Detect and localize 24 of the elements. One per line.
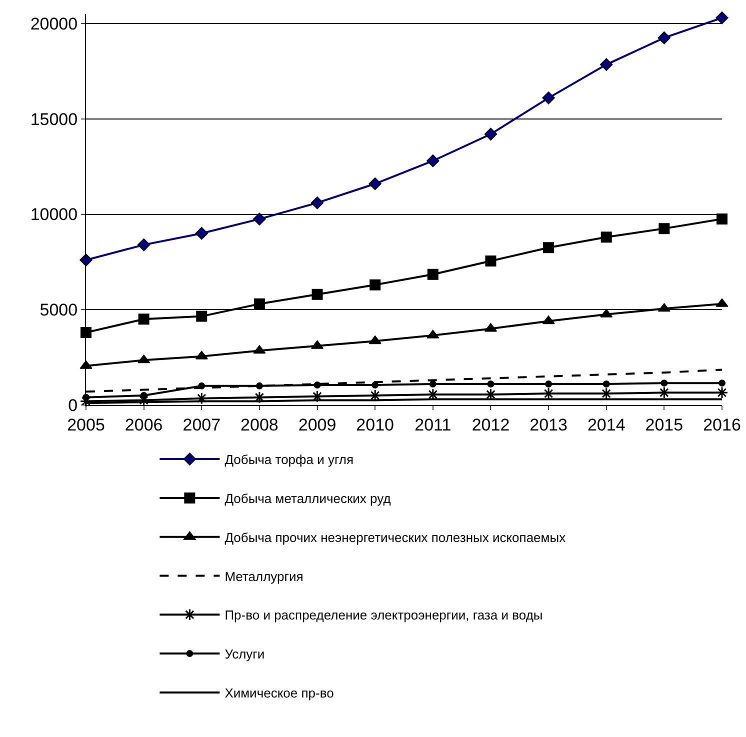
x-tick-label: 2015 — [645, 415, 684, 434]
legend-label: Услуги — [224, 646, 265, 662]
x-tick-label: 2005 — [67, 415, 105, 434]
legend-label: Химическое пр-во — [224, 686, 334, 701]
y-tick-label: 20000 — [30, 14, 78, 34]
legend-label: Добыча металлических руд — [224, 491, 392, 506]
x-tick-label: 2007 — [182, 415, 221, 434]
x-tick-label: 2006 — [124, 415, 163, 434]
x-tick-label: 2013 — [530, 415, 568, 434]
y-tick-label: 10000 — [30, 205, 78, 224]
legend-label: Добыча торфа и угля — [224, 452, 354, 468]
x-tick-label: 2009 — [298, 415, 336, 434]
legend-label: Пр-во и распределение электроэнергии, газа и воды — [224, 608, 543, 623]
x-tick-label: 2016 — [703, 415, 741, 434]
legend-label: Металлургия — [224, 568, 304, 584]
legend-label: Добыча прочих неэнергетических полезных ископаемых — [224, 530, 566, 545]
y-tick-label: 5000 — [40, 300, 78, 320]
x-tick-label: 2014 — [587, 415, 626, 434]
y-tick-label: 15000 — [30, 110, 78, 129]
y-tick-label: 0 — [68, 396, 78, 415]
x-tick-label: 2012 — [472, 415, 510, 434]
x-tick-label: 2011 — [414, 415, 452, 434]
x-tick-label: 2008 — [240, 415, 278, 434]
x-tick-label: 2010 — [356, 415, 394, 434]
